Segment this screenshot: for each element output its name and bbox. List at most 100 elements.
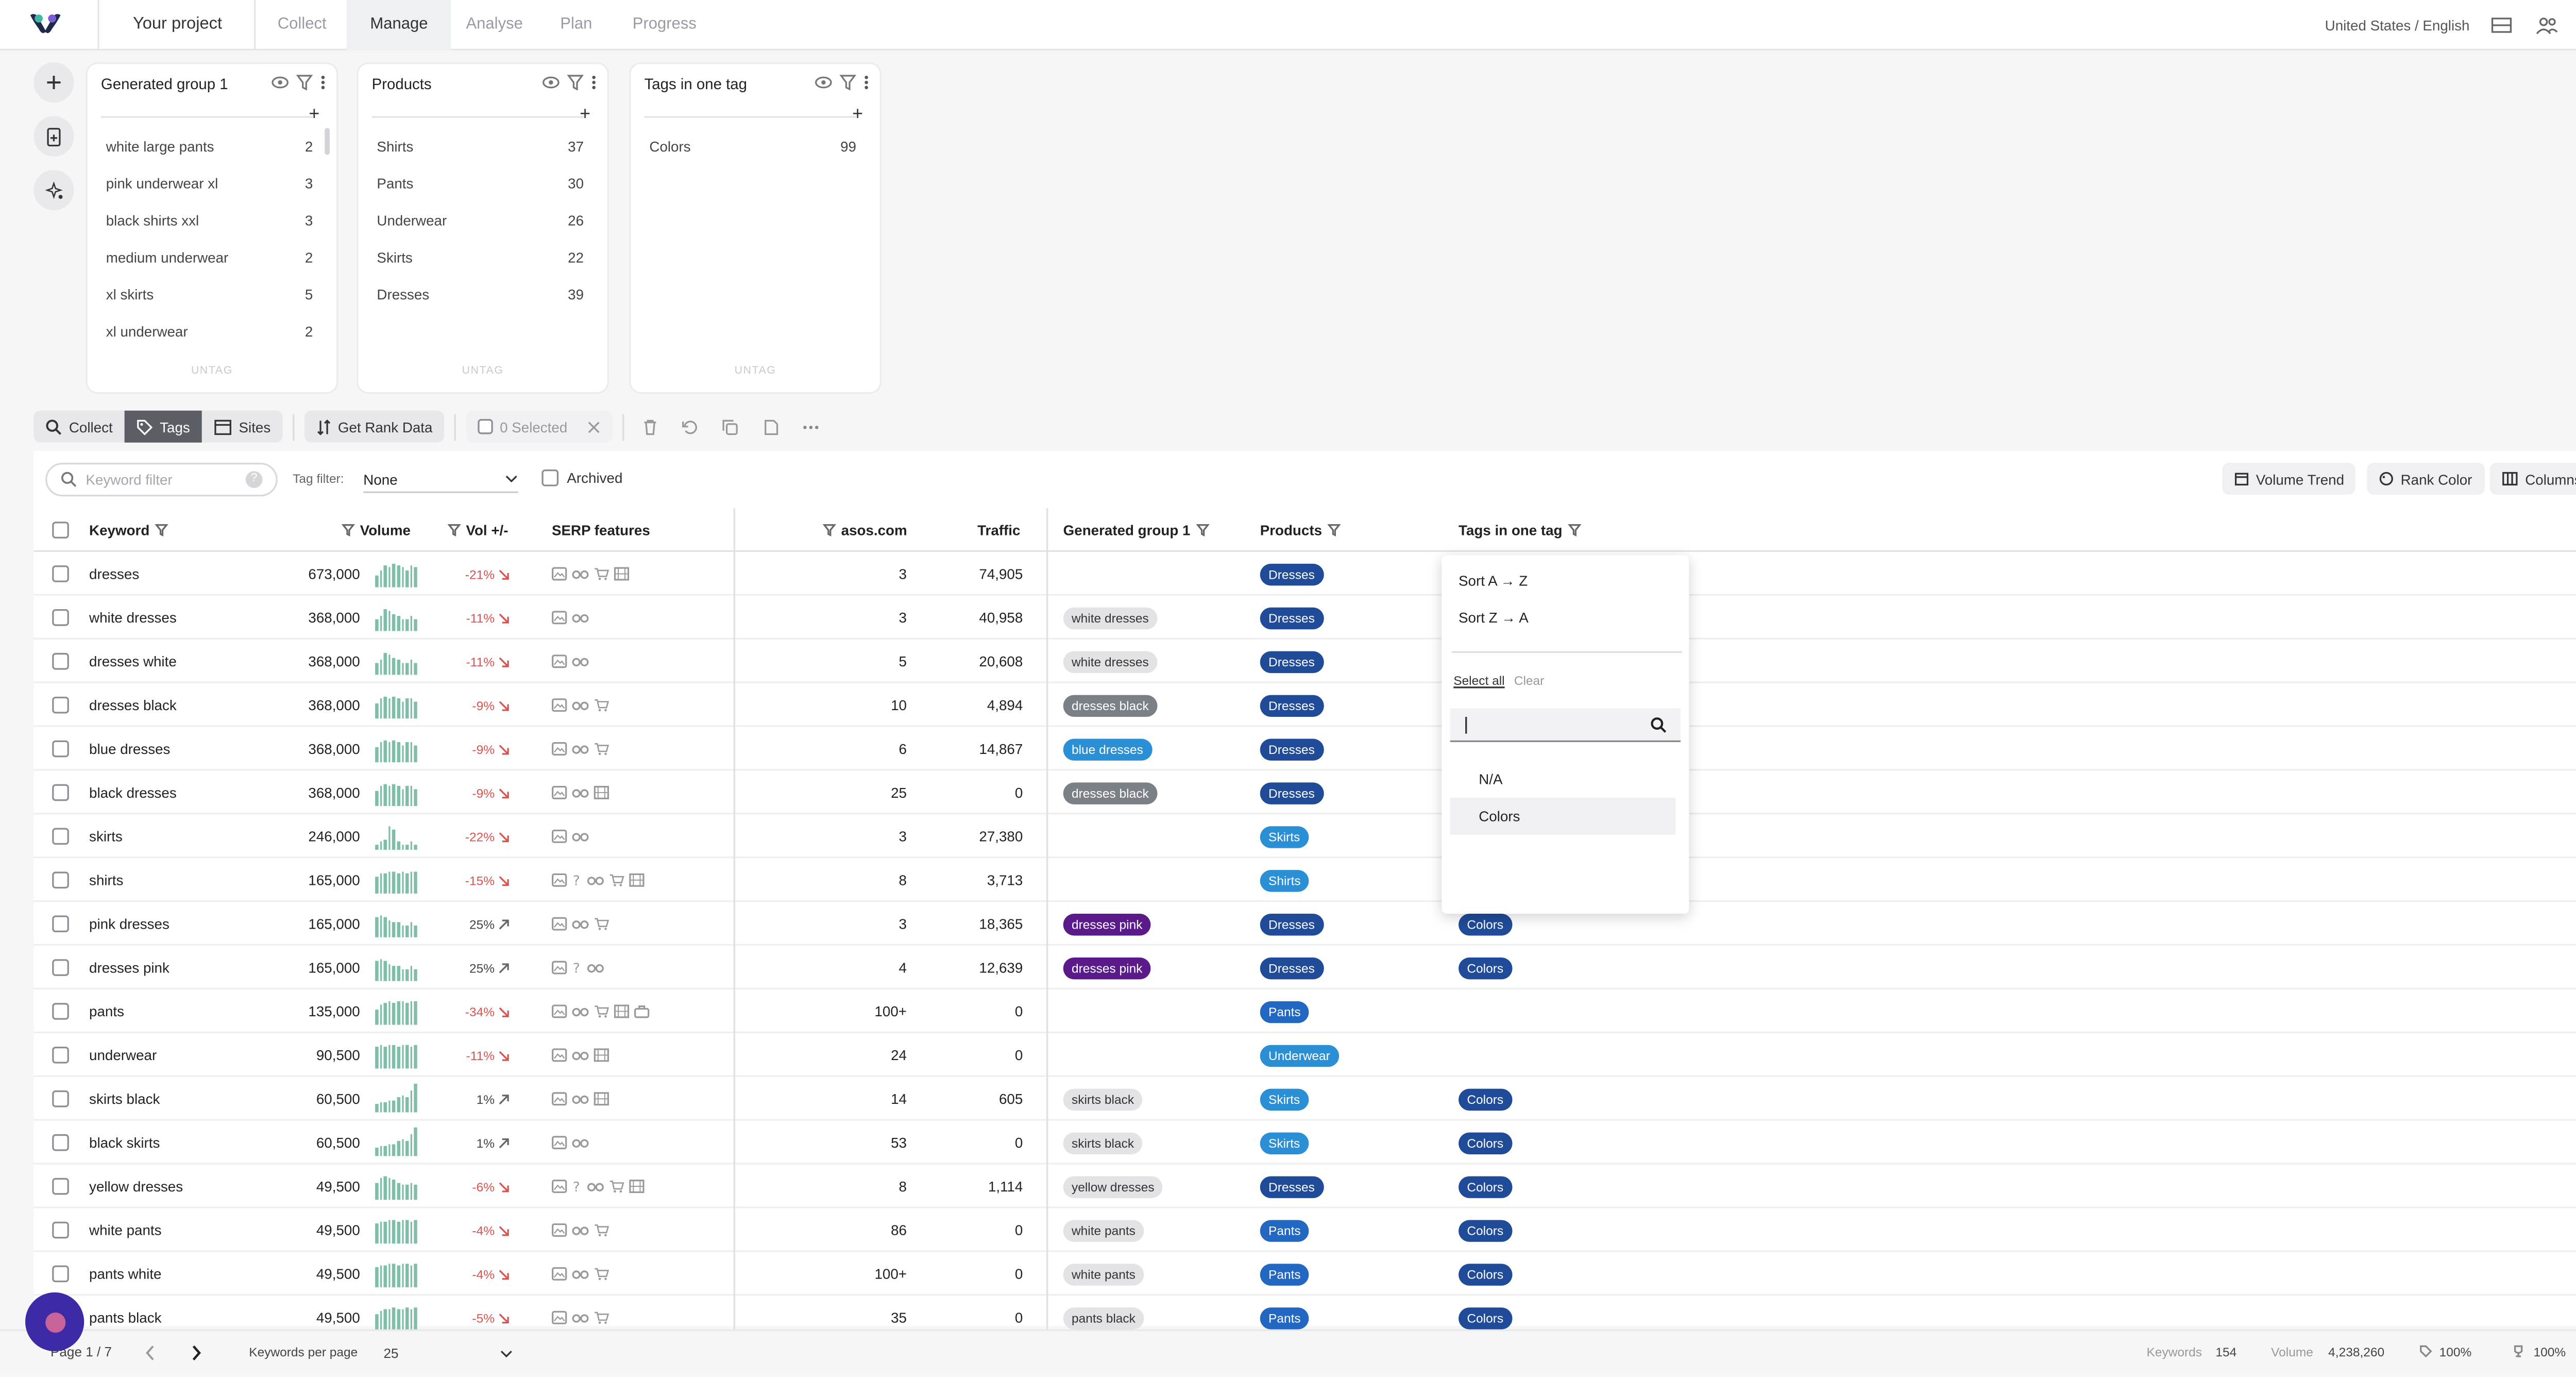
delete-button[interactable] (635, 411, 665, 442)
keyword-cell[interactable]: dresses white (89, 652, 177, 670)
sort-z-a-option[interactable]: Sort Z → A (1459, 609, 1529, 626)
col-traffic[interactable]: Traffic (977, 508, 1020, 552)
tag-pill[interactable]: Colors (1459, 1219, 1512, 1241)
row-checkbox[interactable] (52, 740, 69, 758)
tab-analyse[interactable]: Analyse (466, 15, 523, 34)
tags-view-button[interactable]: Tags (124, 410, 202, 443)
col-volume[interactable]: Volume (341, 508, 411, 552)
row-checkbox[interactable] (52, 696, 69, 714)
row-checkbox[interactable] (52, 565, 69, 582)
card-tag-item[interactable]: white large pants 2 (106, 138, 313, 175)
product-tag-pill[interactable]: Shirts (1260, 869, 1309, 891)
row-checkbox[interactable] (52, 1178, 69, 1195)
sort-a-z-option[interactable]: Sort A → Z (1459, 572, 1528, 589)
tag-filter-select[interactable]: None (363, 466, 518, 493)
table-row[interactable]: blue dresses 368,000 -9% 6 14,867 blue d… (33, 727, 2576, 771)
table-row[interactable]: black dresses 368,000 -9% 25 0 dresses b… (33, 771, 2576, 815)
product-tag-pill[interactable]: Skirts (1260, 1088, 1309, 1110)
eye-icon[interactable] (541, 74, 560, 91)
keyword-cell[interactable]: dresses (89, 565, 140, 582)
selected-count-button[interactable]: 0 Selected (466, 410, 613, 443)
table-row[interactable]: shirts 165,000 -15% ? 8 3,713 Shirts (33, 858, 2576, 902)
card-tag-item[interactable]: black shirts xxl 3 (106, 212, 313, 249)
chevron-left-icon[interactable] (145, 1345, 157, 1362)
add-tag-icon[interactable]: + (580, 104, 591, 125)
product-tag-pill[interactable]: Dresses (1260, 650, 1324, 673)
row-checkbox[interactable] (52, 1265, 69, 1283)
table-row[interactable]: skirts 246,000 -22% 3 27,380 Skirts (33, 814, 2576, 859)
product-tag-pill[interactable]: Dresses (1260, 737, 1324, 760)
untag-button[interactable]: UNTAG (191, 365, 233, 377)
row-checkbox[interactable] (52, 1221, 69, 1239)
tag-pill[interactable]: Colors (1459, 956, 1512, 979)
per-page-select[interactable]: 25 (383, 1339, 513, 1366)
group-tag-pill[interactable]: skirts black (1063, 1131, 1143, 1154)
row-checkbox[interactable] (52, 871, 69, 889)
keyword-cell[interactable]: skirts black (89, 1090, 160, 1107)
dropdown-option[interactable]: N/A (1479, 770, 1503, 788)
group-tag-pill[interactable]: blue dresses (1063, 737, 1152, 760)
tab-manage[interactable]: Manage (346, 0, 452, 51)
locale-selector[interactable]: United States / English (2325, 16, 2470, 34)
row-checkbox[interactable] (52, 652, 69, 670)
keyword-cell[interactable]: black skirts (89, 1134, 160, 1151)
dropdown-option[interactable]: Colors (1450, 797, 1676, 835)
archived-toggle[interactable]: Archived (541, 469, 622, 486)
row-checkbox[interactable] (52, 915, 69, 932)
product-tag-pill[interactable]: Underwear (1260, 1044, 1339, 1066)
layout-icon[interactable] (2490, 13, 2514, 37)
table-row[interactable]: pants white 49,500 -4% 100+ 0 white pant… (33, 1252, 2576, 1296)
card-tag-item[interactable]: Dresses 39 (377, 286, 584, 323)
table-row[interactable]: pants 135,000 -34% 100+ 0 Pants (33, 989, 2576, 1033)
more-vertical-icon[interactable] (590, 74, 597, 91)
select-all-link[interactable]: Select all (1453, 673, 1505, 688)
table-row[interactable]: dresses black 368,000 -9% 10 4,894 dress… (33, 683, 2576, 727)
filter-icon[interactable] (296, 74, 313, 91)
row-checkbox[interactable] (52, 828, 69, 845)
keyword-cell[interactable]: yellow dresses (89, 1178, 183, 1195)
card-tag-item[interactable]: pink underwear xl 3 (106, 175, 313, 212)
keyword-cell[interactable]: dresses black (89, 696, 177, 714)
row-checkbox[interactable] (52, 959, 69, 976)
keyword-cell[interactable]: pink dresses (89, 915, 170, 932)
filter-icon[interactable] (341, 524, 355, 537)
col-tags-in-one-tag[interactable]: Tags in one tag (1459, 508, 1581, 552)
filter-icon[interactable] (567, 74, 584, 91)
keyword-cell[interactable]: white dresses (89, 609, 177, 626)
tag-pill[interactable]: Colors (1459, 1131, 1512, 1154)
eye-icon[interactable] (271, 74, 290, 91)
row-checkbox[interactable] (52, 784, 69, 801)
row-checkbox[interactable] (52, 609, 69, 626)
filter-icon[interactable] (447, 524, 461, 537)
untag-button[interactable]: UNTAG (462, 365, 504, 377)
keyword-filter-input[interactable] (86, 471, 238, 488)
more-actions-button[interactable] (796, 411, 826, 442)
select-all-rows-checkbox[interactable] (52, 522, 69, 539)
product-tag-pill[interactable]: Dresses (1260, 563, 1324, 585)
product-tag-pill[interactable]: Pants (1260, 1263, 1310, 1285)
table-row[interactable]: dresses pink 165,000 25% ? 4 12,639 dres… (33, 946, 2576, 989)
product-tag-pill[interactable]: Pants (1260, 1306, 1310, 1329)
group-tag-pill[interactable]: dresses pink (1063, 913, 1151, 935)
group-tag-pill[interactable]: white dresses (1063, 650, 1158, 673)
more-vertical-icon[interactable] (863, 74, 870, 91)
card-tag-item[interactable]: Colors 99 (649, 138, 856, 175)
clear-link[interactable]: Clear (1514, 673, 1545, 688)
tab-plan[interactable]: Plan (560, 15, 592, 34)
product-tag-pill[interactable]: Pants (1260, 1000, 1310, 1022)
col-keyword[interactable]: Keyword (89, 508, 168, 552)
card-tag-item[interactable]: xl skirts 5 (106, 286, 313, 323)
tab-collect[interactable]: Collect (277, 15, 327, 34)
group-tag-pill[interactable]: pants black (1063, 1306, 1144, 1329)
keyword-cell[interactable]: pants (89, 1003, 124, 1020)
filter-icon[interactable] (822, 524, 836, 537)
group-tag-pill[interactable]: dresses black (1063, 781, 1158, 804)
undo-button[interactable] (675, 411, 705, 442)
row-checkbox[interactable] (52, 1090, 69, 1107)
filter-icon[interactable] (1567, 524, 1581, 537)
table-row[interactable]: yellow dresses 49,500 -6% ? 8 1,114 yell… (33, 1165, 2576, 1208)
product-tag-pill[interactable]: Dresses (1260, 607, 1324, 629)
eye-icon[interactable] (814, 74, 833, 91)
card-tag-item[interactable]: Shirts 37 (377, 138, 584, 175)
product-tag-pill[interactable]: Dresses (1260, 956, 1324, 979)
